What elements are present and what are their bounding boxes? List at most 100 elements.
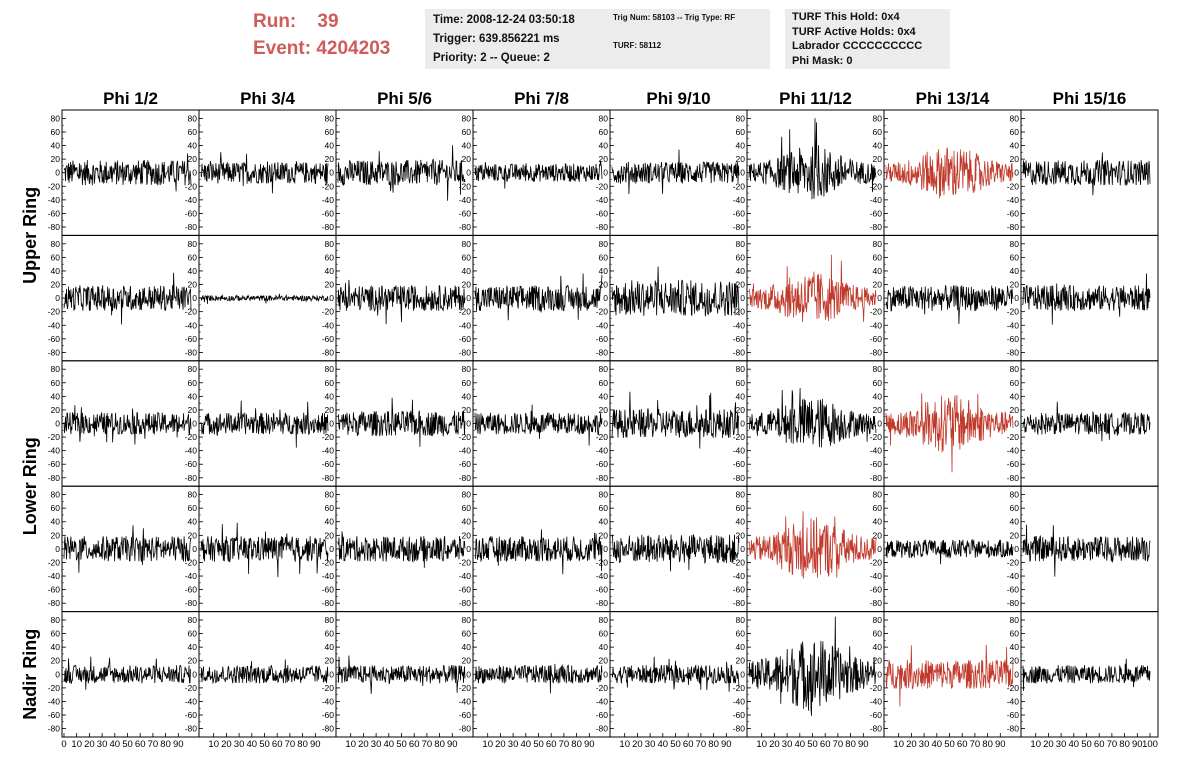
y-tick-label: 40 [873, 642, 883, 652]
y-tick-label: -60 [48, 710, 61, 720]
y-tick-label: 0 [603, 293, 608, 303]
y-tick-label: -60 [459, 334, 472, 344]
y-tick-label: -80 [733, 598, 746, 608]
y-tick-label: -80 [1007, 222, 1020, 232]
y-tick-label: -40 [322, 571, 335, 581]
y-tick-label: -60 [733, 208, 746, 218]
row-label: Nadir Ring [20, 629, 40, 720]
y-tick-label: -80 [322, 347, 335, 357]
x-tick-label: 80 [160, 739, 171, 750]
y-tick-label: 40 [736, 517, 746, 527]
y-tick-label: 0 [466, 168, 471, 178]
y-tick-label: 0 [466, 419, 471, 429]
y-tick-label: -60 [1007, 208, 1020, 218]
y-tick-label: 60 [599, 503, 609, 513]
y-tick-label: -60 [459, 208, 472, 218]
y-tick-label: -80 [459, 473, 472, 483]
y-tick-label: 20 [462, 280, 472, 290]
y-tick-label: 0 [466, 544, 471, 554]
x-tick-label: 90 [1132, 739, 1143, 750]
y-tick-label: -80 [596, 473, 609, 483]
x-tick-label: 10 [1030, 739, 1041, 750]
y-tick-label: 40 [188, 266, 198, 276]
waveform-trace [474, 404, 603, 446]
y-tick-label: 20 [188, 405, 198, 415]
y-tick-label: 80 [1010, 615, 1020, 625]
y-tick-label: -60 [733, 710, 746, 720]
y-tick-label: -60 [870, 208, 883, 218]
x-tick-label: 60 [272, 739, 283, 750]
y-tick-label: 40 [1010, 266, 1020, 276]
y-tick-label: -20 [733, 181, 746, 191]
x-tick-label: 10 [756, 739, 767, 750]
y-tick-label: 80 [873, 490, 883, 500]
y-tick-label: -40 [733, 696, 746, 706]
y-tick-label: 20 [51, 656, 61, 666]
y-tick-label: 0 [329, 168, 334, 178]
turf-this-hold-text: TURF This Hold: 0x4 [792, 11, 900, 23]
y-tick-label: -80 [48, 473, 61, 483]
x-tick-label: 60 [820, 739, 831, 750]
y-tick-label: -20 [870, 307, 883, 317]
y-tick-label: 60 [736, 378, 746, 388]
y-tick-label: 20 [462, 530, 472, 540]
y-tick-label: 40 [51, 517, 61, 527]
y-tick-label: -60 [185, 710, 198, 720]
y-tick-label: 60 [51, 252, 61, 262]
y-tick-label: 20 [188, 154, 198, 164]
panel-frame [746, 485, 885, 613]
y-tick-label: -40 [733, 446, 746, 456]
y-tick-label: 20 [51, 280, 61, 290]
y-tick-label: 20 [873, 154, 883, 164]
waveform-trace [748, 616, 877, 716]
x-tick-label: 0 [61, 739, 66, 750]
y-tick-label: -80 [48, 222, 61, 232]
waveform-trace [63, 153, 192, 192]
y-tick-label: -40 [1007, 320, 1020, 330]
x-tick-label: 90 [858, 739, 869, 750]
y-tick-label: 40 [325, 517, 335, 527]
x-tick-label: 20 [84, 739, 95, 750]
y-tick-label: 60 [325, 378, 335, 388]
x-tick-label: 20 [1043, 739, 1054, 750]
y-tick-label: 40 [736, 391, 746, 401]
waveform-trace [337, 397, 466, 447]
y-tick-label: -80 [459, 222, 472, 232]
y-tick-label: -60 [459, 585, 472, 595]
y-tick-label: 80 [1010, 364, 1020, 374]
y-tick-label: -40 [48, 571, 61, 581]
y-tick-label: -60 [185, 208, 198, 218]
x-tick-label: 40 [1069, 739, 1080, 750]
y-tick-label: 20 [325, 530, 335, 540]
y-tick-label: -80 [1007, 598, 1020, 608]
y-tick-label: 80 [462, 364, 472, 374]
y-tick-label: 40 [188, 391, 198, 401]
y-tick-label: 40 [51, 266, 61, 276]
y-tick-label: 0 [877, 293, 882, 303]
y-tick-label: 20 [51, 154, 61, 164]
waveform-trace [885, 393, 1014, 473]
y-tick-label: 80 [873, 615, 883, 625]
y-tick-label: -60 [1007, 334, 1020, 344]
x-tick-label: 50 [396, 739, 407, 750]
y-tick-label: -20 [185, 683, 198, 693]
y-tick-label: 0 [603, 168, 608, 178]
y-tick-label: -80 [870, 598, 883, 608]
y-tick-label: -40 [733, 571, 746, 581]
y-tick-label: 60 [188, 629, 198, 639]
y-tick-label: 0 [329, 669, 334, 679]
y-tick-label: 20 [873, 530, 883, 540]
y-tick-label: 80 [51, 490, 61, 500]
y-tick-label: -40 [48, 446, 61, 456]
y-tick-label: 60 [1010, 378, 1020, 388]
y-tick-label: 60 [325, 252, 335, 262]
y-tick-label: 20 [188, 280, 198, 290]
y-tick-label: 0 [1014, 168, 1019, 178]
y-tick-label: -80 [733, 222, 746, 232]
y-tick-label: 20 [325, 405, 335, 415]
y-tick-label: 80 [325, 364, 335, 374]
x-tick-label: 10 [345, 739, 356, 750]
y-tick-label: 80 [188, 364, 198, 374]
y-tick-label: 60 [188, 127, 198, 137]
y-tick-label: -20 [1007, 557, 1020, 567]
